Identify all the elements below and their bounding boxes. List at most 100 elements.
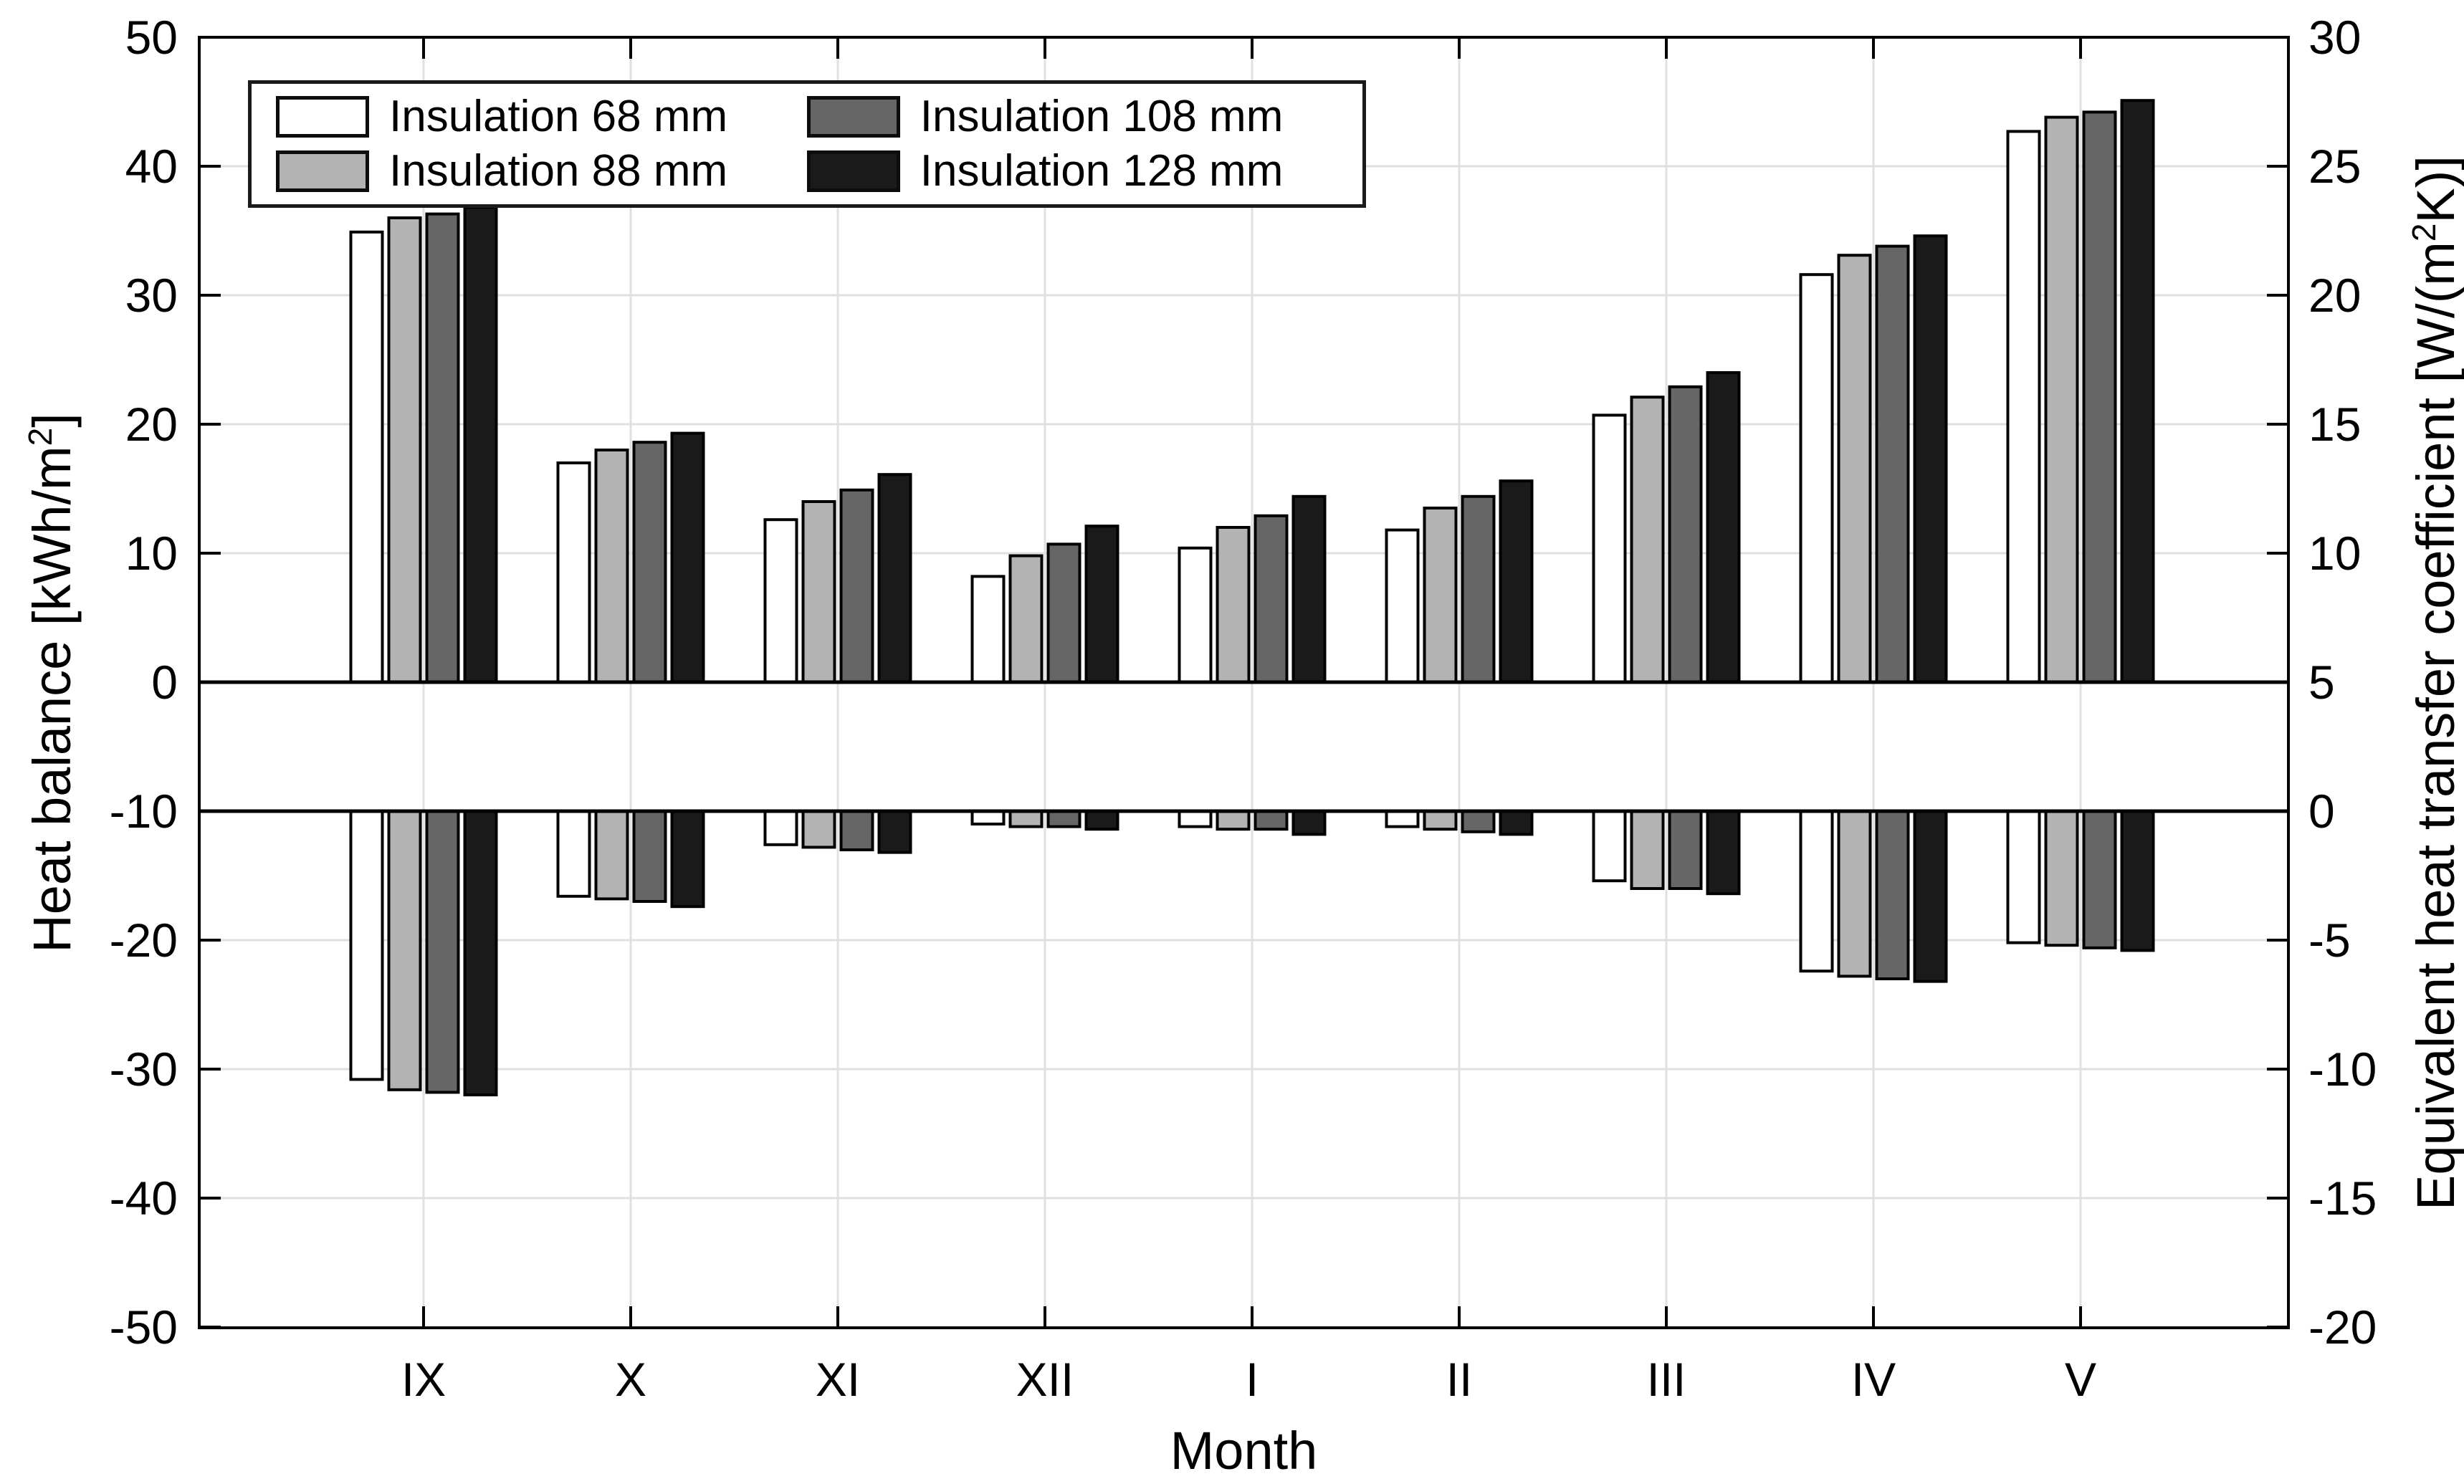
right-tick-label: 30 [2308,11,2361,64]
bar-upper-insulation-68-mm-XI [763,518,798,684]
bar-upper-insulation-108-mm-IX [425,212,460,684]
legend-entry-108mm: Insulation 108 mm [806,92,1362,142]
bar-lower-insulation-128-mm-IX [463,810,498,1096]
bar-upper-insulation-68-mm-XII [970,575,1006,684]
legend-swatch-88mm [276,150,369,192]
bar-lower-insulation-88-mm-IV [1837,810,1872,978]
bar-lower-insulation-68-mm-XI [763,810,798,846]
right-axis-title-sup: 2 [2405,223,2443,242]
legend-label-68mm: Insulation 68 mm [389,92,728,141]
right-tick-label: -5 [2308,914,2351,967]
legend-label-88mm: Insulation 88 mm [389,146,728,196]
bar-lower-insulation-128-mm-II [1499,810,1534,836]
bar-upper-insulation-108-mm-III [1668,385,1703,684]
bar-lower-insulation-108-mm-IV [1875,810,1910,980]
bar-lower-insulation-68-mm-XII [970,810,1006,825]
right-tick-label: -15 [2308,1172,2377,1225]
bar-upper-insulation-128-mm-I [1291,494,1327,684]
bar-lower-insulation-88-mm-IX [387,810,422,1091]
bar-lower-insulation-68-mm-IV [1799,810,1834,973]
bar-upper-insulation-68-mm-IV [1799,273,1834,684]
x-tick-label: XI [816,1353,860,1406]
bar-lower-insulation-108-mm-XI [839,810,874,851]
bar-lower-insulation-88-mm-XII [1008,810,1044,828]
bar-lower-insulation-128-mm-V [2120,810,2155,952]
bar-upper-insulation-108-mm-IV [1875,244,1910,684]
right-tick-label: -10 [2308,1043,2377,1096]
bar-lower-insulation-108-mm-X [632,810,667,903]
right-tick-label: 10 [2308,527,2361,580]
right-tick-label: 20 [2308,269,2361,322]
bar-upper-insulation-68-mm-I [1178,546,1213,684]
legend-swatch-108mm [806,96,900,138]
bar-upper-insulation-68-mm-II [1385,528,1420,684]
bar-upper-insulation-128-mm-II [1499,479,1534,684]
left-tick-label: 10 [125,527,178,580]
legend-entry-68mm: Insulation 68 mm [276,92,807,142]
bar-upper-insulation-88-mm-XI [801,500,836,684]
left-tick-label: -20 [110,914,178,967]
bar-lower-insulation-88-mm-V [2044,810,2079,947]
legend-entry-128mm: Insulation 128 mm [806,146,1362,196]
bar-lower-insulation-68-mm-IX [349,810,384,1081]
legend: Insulation 68 mm Insulation 88 mm Insula… [248,80,1366,208]
bar-upper-insulation-128-mm-IV [1913,234,1948,684]
bar-lower-insulation-108-mm-V [2082,810,2117,949]
plot-border [198,36,2290,1329]
bar-upper-insulation-108-mm-X [632,441,667,684]
bar-upper-insulation-88-mm-III [1630,396,1665,684]
bar-upper-insulation-68-mm-V [2006,130,2041,684]
left-tick-label: 40 [125,140,178,193]
bar-lower-insulation-128-mm-I [1291,810,1327,836]
x-tick-label: IV [1851,1353,1896,1406]
bar-lower-insulation-128-mm-XI [877,810,912,854]
bar-lower-insulation-128-mm-X [670,810,705,909]
x-tick-label: I [1246,1353,1259,1406]
right-tick-label: 25 [2308,140,2361,193]
bar-upper-insulation-88-mm-II [1423,507,1458,684]
bar-lower-insulation-68-mm-III [1592,810,1627,883]
bar-lower-insulation-108-mm-IX [425,810,460,1094]
legend-entry-88mm: Insulation 88 mm [276,146,807,196]
bar-lower-insulation-108-mm-III [1668,810,1703,890]
bar-lower-insulation-68-mm-V [2006,810,2041,944]
left-tick-label: -40 [110,1172,178,1225]
x-tick-label: V [2065,1353,2096,1406]
bar-upper-insulation-88-mm-IV [1837,254,1872,684]
left-axis-title: Heat balance [kWh/m2] [21,413,82,953]
right-tick-label: 15 [2308,398,2361,451]
right-tick-label: -20 [2308,1301,2377,1354]
bar-lower-insulation-68-mm-I [1178,810,1213,828]
bar-upper-insulation-108-mm-XI [839,488,874,684]
bar-lower-insulation-108-mm-I [1254,810,1289,831]
bar-lower-insulation-88-mm-I [1216,810,1251,831]
bar-upper-insulation-128-mm-XII [1084,525,1119,684]
bar-lower-insulation-88-mm-X [594,810,629,901]
bar-upper-insulation-88-mm-V [2044,115,2079,684]
left-tick-label: 0 [151,656,178,709]
bar-upper-insulation-68-mm-III [1592,413,1627,684]
legend-label-108mm: Insulation 108 mm [920,92,1284,141]
bar-upper-insulation-128-mm-X [670,431,705,684]
bar-lower-insulation-128-mm-IV [1913,810,1948,983]
bar-lower-insulation-88-mm-XI [801,810,836,849]
bar-lower-insulation-108-mm-II [1461,810,1496,833]
bar-lower-insulation-88-mm-III [1630,810,1665,890]
right-tick-label: 5 [2308,656,2335,709]
x-tick-label: IX [401,1353,446,1406]
bar-upper-insulation-68-mm-IX [349,230,384,684]
x-axis-title: Month [1170,1421,1318,1480]
x-tick-label: X [615,1353,646,1406]
bar-upper-insulation-68-mm-X [556,461,591,684]
left-tick-label: 20 [125,398,178,451]
right-axis-title-text: Equivalent heat transfer coefficient [W/… [2405,241,2464,1210]
legend-swatch-128mm [806,150,900,192]
bar-upper-insulation-108-mm-XII [1046,542,1081,684]
bar-lower-insulation-128-mm-III [1706,810,1741,896]
x-tick-label: II [1446,1353,1473,1406]
left-axis-title-sup: 2 [22,427,59,446]
bar-upper-insulation-88-mm-XII [1008,554,1044,684]
bar-upper-insulation-128-mm-XI [877,473,912,684]
